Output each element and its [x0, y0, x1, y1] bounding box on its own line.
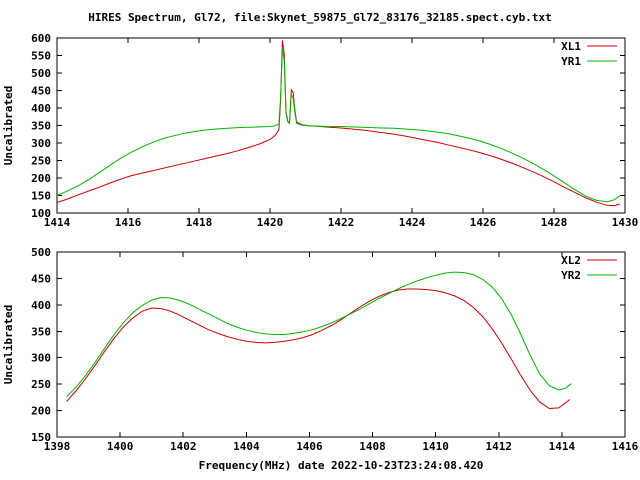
y-tick-label: 400: [31, 102, 51, 115]
x-tick-label: 1422: [328, 216, 355, 229]
chart-title: HIRES Spectrum, Gl72, file:Skynet_59875_…: [88, 11, 552, 24]
x-tick-label: 1404: [233, 440, 260, 453]
y-tick-label: 550: [31, 50, 51, 63]
x-tick-label: 1428: [541, 216, 568, 229]
plot-border: [56, 37, 626, 214]
x-tick-label: 1414: [549, 440, 576, 453]
x-tick-label: 1412: [486, 440, 513, 453]
x-tick-label: 1418: [186, 216, 213, 229]
y-axis-label: Uncalibrated: [2, 86, 15, 165]
y-tick-label: 300: [31, 137, 51, 150]
y-tick-label: 350: [31, 325, 51, 338]
y-tick-label: 300: [31, 352, 51, 365]
y-tick-label: 400: [31, 299, 51, 312]
x-tick-label: 1406: [296, 440, 323, 453]
y-tick-label: 450: [31, 272, 51, 285]
x-tick-label: 1408: [359, 440, 386, 453]
legend-label-YR2: YR2: [561, 269, 581, 282]
y-tick-label: 450: [31, 85, 51, 98]
x-tick-label: 1416: [612, 440, 639, 453]
y-tick-label: 600: [31, 32, 51, 45]
y-tick-label: 150: [31, 190, 51, 203]
x-tick-label: 1398: [44, 440, 71, 453]
x-tick-label: 1416: [115, 216, 142, 229]
series-line-YR1: [56, 48, 620, 203]
series-line-YR2: [66, 271, 572, 398]
legend-label-YR1: YR1: [561, 55, 581, 68]
series-line-XL2: [66, 288, 571, 410]
y-tick-label: 500: [31, 246, 51, 259]
x-tick-label: 1424: [399, 216, 426, 229]
y-tick-label: 100: [31, 207, 51, 220]
x-tick-label: 1410: [422, 440, 449, 453]
top-panel-chart: 1414 1416 1418 1420 1422 1424 1426 1428 1430 100 1…: [2, 32, 639, 229]
y-tick-label: 500: [31, 67, 51, 80]
bottom-panel-chart: 1398 1400 1402 1404 1406 1408 1410 1412 1414 1416…: [2, 246, 639, 453]
x-tick-label: 1426: [470, 216, 497, 229]
y-tick-label: 150: [31, 431, 51, 444]
y-tick-label: 200: [31, 172, 51, 185]
y-tick-label: 350: [31, 120, 51, 133]
legend-label-XL1: XL1: [561, 40, 581, 53]
x-tick-label: 1414: [44, 216, 71, 229]
y-tick-label: 250: [31, 155, 51, 168]
y-tick-label: 200: [31, 405, 51, 418]
x-tick-label: 1400: [107, 440, 134, 453]
x-tick-label: 1420: [257, 216, 284, 229]
series-line-XL1: [56, 40, 620, 207]
plot-border: [56, 251, 626, 438]
legend-label-XL2: XL2: [561, 254, 581, 267]
y-axis-label: Uncalibrated: [2, 305, 15, 384]
y-tick-label: 250: [31, 378, 51, 391]
x-tick-label: 1402: [170, 440, 197, 453]
x-tick-label: 1430: [612, 216, 639, 229]
x-axis-label: Frequency(MHz) date 2022-10-23T23:24:08.…: [198, 459, 484, 472]
